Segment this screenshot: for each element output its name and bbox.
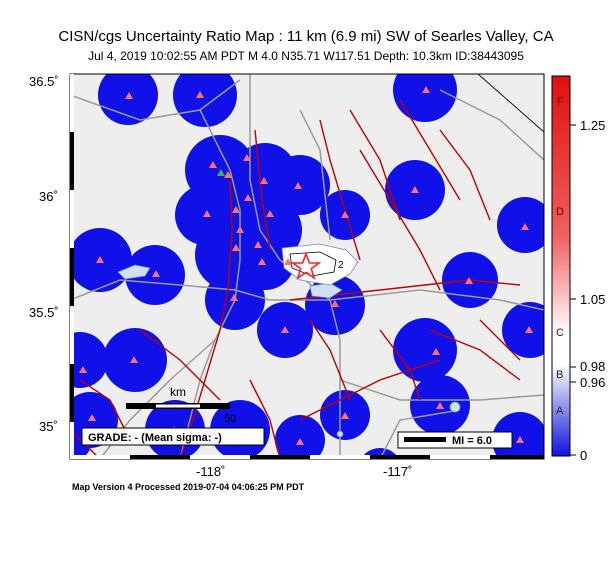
- station-triangle: [521, 223, 529, 230]
- cb-value-1-25: 1.25: [580, 118, 605, 133]
- frame-ticks: [70, 74, 544, 459]
- station-triangle: [341, 412, 349, 419]
- station-triangle: [266, 210, 274, 217]
- roads: [70, 74, 544, 459]
- station-triangle: [209, 161, 217, 168]
- station-triangle: [422, 86, 430, 93]
- station-triangle: [224, 171, 232, 178]
- mi-legend-text: MI = 6.0: [452, 435, 492, 447]
- colorbar: F D C B A 1.25 1.05 0.98 0.96 0: [551, 75, 605, 463]
- station-triangle: [79, 366, 87, 373]
- cb-letter-c: C: [556, 327, 564, 339]
- station-triangle: [432, 348, 440, 355]
- station-triangle: [232, 206, 240, 213]
- station-triangle: [196, 91, 204, 98]
- station-blob: [497, 197, 544, 253]
- station-blob: [270, 155, 330, 215]
- station-triangle: [125, 92, 133, 99]
- cb-letter-d: D: [556, 206, 564, 218]
- station-triangle: [96, 256, 104, 263]
- cb-value-0-96: 0.96: [580, 375, 605, 390]
- cb-letter-b: B: [556, 369, 563, 381]
- scale-bar: km 50: [126, 385, 236, 425]
- station-triangle: [230, 294, 238, 301]
- station-blob: [98, 74, 158, 125]
- station-triangle: [130, 356, 138, 363]
- lon-label-117: -117˚: [383, 464, 413, 479]
- lat-label-36: 36˚: [39, 189, 58, 204]
- station-triangle: [258, 258, 266, 265]
- cb-value-0-98: 0.98: [580, 359, 605, 374]
- map-version-footer: Map Version 4 Processed 2019-07-04 04:06…: [72, 482, 305, 492]
- station-triangle: [254, 241, 262, 248]
- seismic-stations: [79, 86, 533, 445]
- station-blob: [70, 332, 108, 388]
- map-title: CISN/cgs Uncertainty Ratio Map : 11 km (…: [58, 28, 554, 45]
- contour-label: 2: [338, 260, 344, 271]
- station-uncertainty-blobs: [70, 74, 544, 459]
- lat-label-35-5: 35.5˚: [29, 305, 59, 320]
- station-triangle: [284, 258, 292, 265]
- station-blob: [275, 415, 325, 459]
- station-triangle: [203, 210, 211, 217]
- grade-text: GRADE: - (Mean sigma: -): [88, 432, 222, 444]
- station-triangle: [152, 270, 160, 277]
- station-triangle: [260, 177, 268, 184]
- station-triangle: [244, 194, 252, 201]
- lat-label-35: 35˚: [39, 419, 58, 434]
- station-triangle: [296, 438, 304, 445]
- station-triangle: [516, 436, 524, 443]
- intensity-contour: [289, 251, 337, 277]
- station-blob: [502, 302, 544, 358]
- epicenter-region: [281, 243, 359, 286]
- cb-value-1-05: 1.05: [580, 292, 605, 307]
- boundary-line: [477, 74, 544, 133]
- map-subtitle: Jul 4, 2019 10:02:55 AM PDT M 4.0 N35.71…: [88, 49, 524, 63]
- station-blob: [173, 74, 237, 127]
- lakes: [117, 264, 461, 438]
- station-triangle: [236, 226, 244, 233]
- station-blob: [393, 74, 457, 122]
- station-triangle: [294, 182, 302, 189]
- epicenter-star: [290, 251, 322, 280]
- scale-value: 50: [224, 413, 236, 425]
- lon-label-118: -118˚: [196, 464, 226, 479]
- cb-letter-f: F: [557, 96, 564, 108]
- station-triangle: [525, 326, 533, 333]
- scale-label: km: [170, 385, 186, 399]
- station-triangle: [281, 326, 289, 333]
- cb-letter-a: A: [556, 405, 564, 417]
- station-triangle: [88, 414, 96, 421]
- cb-value-0: 0: [580, 448, 587, 463]
- mi-legend: MI = 6.0: [397, 431, 513, 449]
- station-triangle: [331, 300, 339, 307]
- station-triangle: [465, 277, 473, 284]
- station-triangle: [436, 402, 444, 409]
- lat-label-36-5: 36.5˚: [29, 74, 59, 89]
- station-triangle: [232, 244, 240, 251]
- station-triangle: [243, 154, 251, 161]
- grade-box: GRADE: - (Mean sigma: -): [81, 427, 265, 446]
- station-triangle: [411, 186, 419, 193]
- station-triangle-green: [217, 169, 225, 176]
- station-triangle: [341, 211, 349, 218]
